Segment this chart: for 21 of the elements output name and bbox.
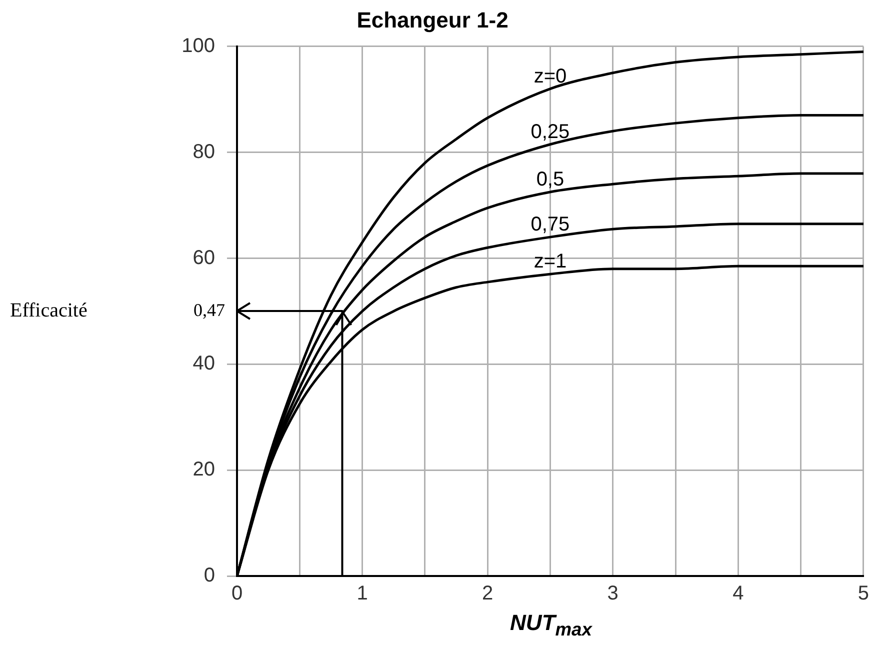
- y-tick-label: 80: [192, 140, 215, 163]
- y-tick-label: 60: [192, 246, 215, 269]
- y-tick-label: 40: [192, 352, 215, 375]
- series-label: z=0: [534, 65, 567, 88]
- text: 0,47: [194, 300, 225, 320]
- x-tick-label: 3: [607, 582, 618, 605]
- y-tick-label: 20: [192, 458, 215, 481]
- y-tick-label: 0: [204, 564, 215, 587]
- series-label: 0,5: [536, 168, 564, 191]
- text: Efficacité: [10, 299, 88, 322]
- x-axis-title: NUT$_{max}$: [509, 610, 594, 640]
- chart-title: Echangeur 1-2: [356, 7, 508, 32]
- series-label: 0,25: [530, 120, 570, 143]
- x-tick-label: 0: [231, 582, 243, 605]
- x-tick-label: 5: [858, 582, 869, 605]
- series-label: z=1: [534, 250, 567, 273]
- x-tick-label: 2: [482, 582, 494, 605]
- y-tick-label: 100: [182, 34, 215, 57]
- x-tick-label: 1: [356, 582, 368, 605]
- series-label: 0,75: [530, 214, 570, 236]
- x-tick-label: 4: [732, 582, 744, 605]
